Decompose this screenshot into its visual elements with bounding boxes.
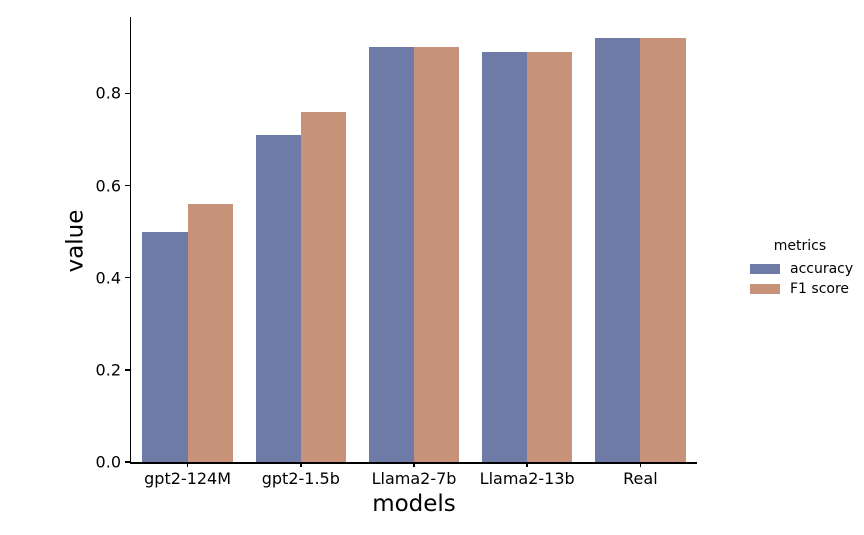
y-axis-label: value (62, 209, 89, 273)
y-tick-label: 0.4 (95, 268, 121, 288)
y-tick-mark (125, 92, 131, 95)
x-tick-mark (526, 462, 528, 467)
x-axis-spine (129, 462, 697, 464)
bar-accuracy-gpt2-124M (142, 231, 188, 462)
bar-f1-score-gpt2-124M (187, 204, 233, 462)
y-axis-spine (129, 17, 131, 464)
y-tick-mark (125, 184, 131, 187)
bar-accuracy-Llama2-13b (481, 52, 528, 462)
bar-accuracy-Llama2-7b (368, 47, 414, 462)
legend-title: metrics (773, 238, 827, 254)
x-tick-label: gpt2-1.5b (261, 469, 340, 488)
x-tick-mark (639, 462, 642, 467)
y-tick-label: 0.2 (95, 360, 121, 380)
bar-f1-score-Llama2-13b (527, 52, 573, 462)
bar-f1-score-Llama2-7b (414, 47, 460, 462)
x-tick-label: Llama2-13b (479, 469, 575, 488)
legend-swatch-icon (750, 264, 780, 274)
legend-item-f1-score: F1 score (748, 279, 858, 299)
x-tick-mark (186, 462, 189, 467)
legend-item-label: accuracy (790, 260, 854, 277)
x-tick-label: Real (623, 469, 658, 488)
x-tick-label: Llama2-7b (371, 469, 457, 488)
bar-accuracy-Real (595, 38, 641, 462)
legend-swatch-icon (750, 284, 780, 294)
legend-items: accuracy F1 score (748, 259, 858, 299)
x-axis-label: models (372, 491, 456, 517)
y-tick-label: 0.0 (95, 452, 121, 472)
bar-f1-score-Real (640, 38, 686, 462)
y-tick-mark (125, 276, 131, 279)
legend-item-label: F1 score (790, 280, 850, 297)
bar-f1-score-gpt2-1.5b (300, 111, 347, 462)
legend: metrics accuracy F1 score (748, 238, 858, 299)
x-tick-label: gpt2-124M (144, 469, 232, 488)
x-tick-mark (300, 462, 302, 467)
y-tick-mark (125, 369, 131, 371)
y-tick-mark (125, 461, 131, 463)
x-tick-mark (413, 462, 415, 467)
y-tick-label: 0.6 (95, 176, 121, 196)
y-tick-label: 0.8 (95, 83, 121, 103)
legend-item-accuracy: accuracy (748, 259, 858, 279)
bar-accuracy-gpt2-1.5b (255, 134, 301, 462)
